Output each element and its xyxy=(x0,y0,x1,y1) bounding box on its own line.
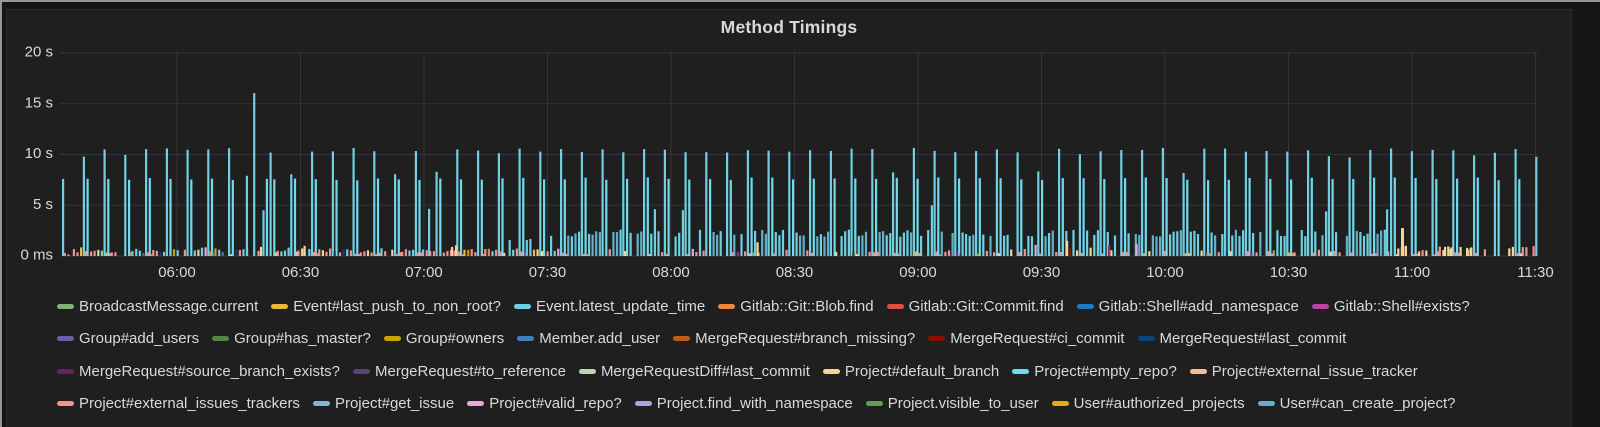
svg-text:11:00: 11:00 xyxy=(1394,264,1430,281)
svg-text:20 s: 20 s xyxy=(25,44,53,61)
svg-text:0 ms: 0 ms xyxy=(20,247,53,264)
svg-text:09:00: 09:00 xyxy=(899,264,937,281)
svg-text:08:30: 08:30 xyxy=(776,264,814,281)
svg-text:5 s: 5 s xyxy=(33,196,53,213)
svg-text:06:30: 06:30 xyxy=(282,264,320,281)
svg-text:09:30: 09:30 xyxy=(1023,264,1061,281)
svg-text:07:30: 07:30 xyxy=(529,264,567,281)
svg-text:15 s: 15 s xyxy=(25,94,53,111)
svg-text:10 s: 10 s xyxy=(25,145,53,162)
svg-text:08:00: 08:00 xyxy=(652,264,690,281)
svg-text:07:00: 07:00 xyxy=(405,264,443,281)
svg-text:10:00: 10:00 xyxy=(1146,264,1184,281)
svg-text:11:30: 11:30 xyxy=(1517,264,1553,281)
svg-text:06:00: 06:00 xyxy=(158,264,196,281)
svg-text:10:30: 10:30 xyxy=(1270,264,1308,281)
